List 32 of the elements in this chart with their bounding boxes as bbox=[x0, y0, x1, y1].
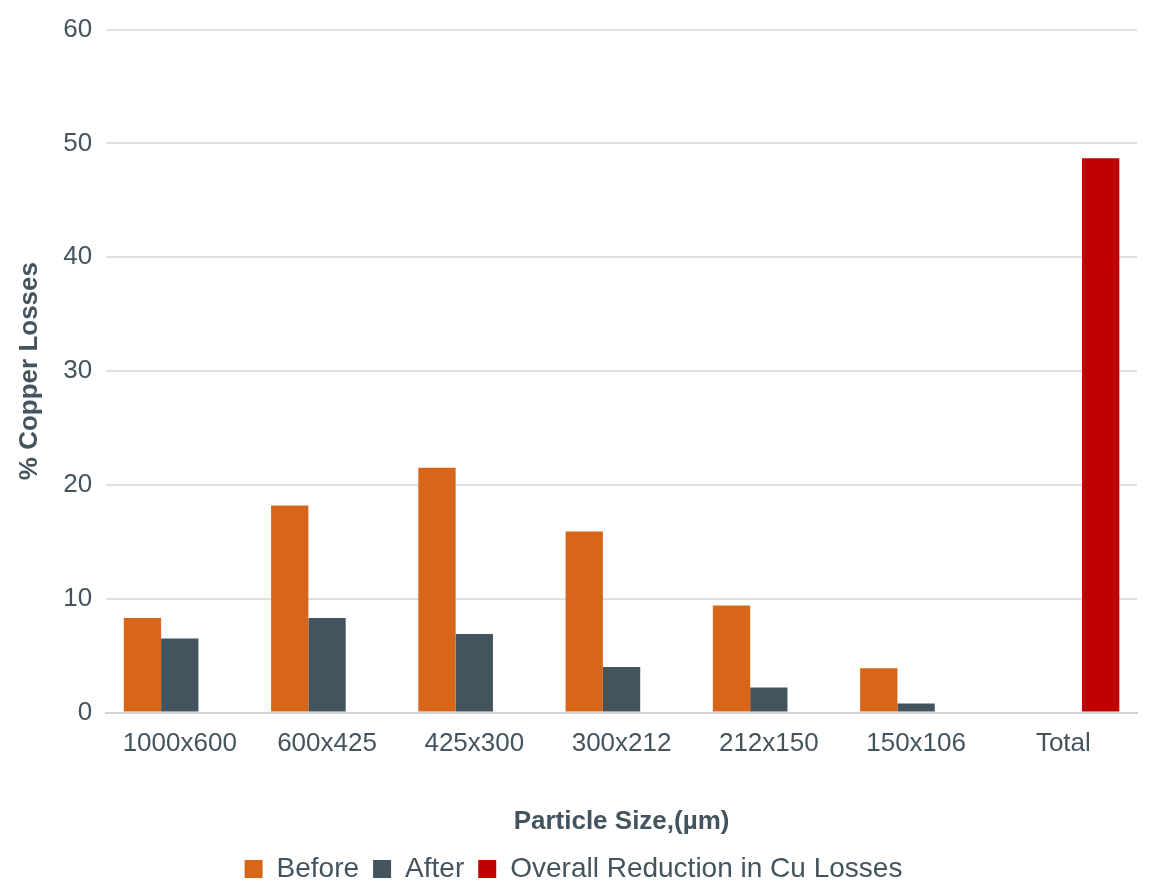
x-tick-label: 212x150 bbox=[718, 727, 819, 758]
bar bbox=[750, 687, 788, 712]
y-tick-label: 30 bbox=[63, 354, 93, 385]
legend-label: After bbox=[405, 851, 465, 883]
x-axis-title: Particle Size,(µm) bbox=[513, 804, 730, 835]
bar bbox=[860, 668, 898, 712]
bar bbox=[897, 703, 935, 712]
bar bbox=[1082, 158, 1120, 712]
x-tick-label: Total bbox=[1035, 727, 1091, 758]
bar bbox=[123, 618, 162, 712]
bar bbox=[161, 638, 199, 712]
bar bbox=[418, 467, 456, 712]
x-tick-label: 1000x600 bbox=[122, 727, 237, 758]
bar bbox=[565, 531, 603, 712]
y-tick-label: 0 bbox=[77, 695, 93, 726]
legend-label: Before bbox=[276, 851, 360, 883]
bar bbox=[271, 505, 309, 712]
y-axis-title: % Copper Losses bbox=[12, 262, 43, 481]
bar bbox=[455, 634, 493, 712]
y-tick-label: 50 bbox=[63, 126, 93, 157]
x-tick-label: 425x300 bbox=[424, 727, 525, 758]
y-tick-label: 10 bbox=[63, 581, 93, 612]
x-tick-label: 150x106 bbox=[866, 727, 966, 758]
y-tick-label: 20 bbox=[63, 468, 93, 499]
legend-label: Overall Reduction in Cu Losses bbox=[510, 851, 903, 883]
x-tick-label: 600x425 bbox=[277, 727, 377, 758]
x-tick-label: 300x212 bbox=[571, 727, 672, 758]
bar bbox=[712, 605, 751, 712]
bar bbox=[602, 667, 641, 712]
bar bbox=[308, 618, 346, 712]
y-tick-label: 60 bbox=[63, 12, 93, 43]
y-tick-label: 40 bbox=[63, 240, 93, 271]
